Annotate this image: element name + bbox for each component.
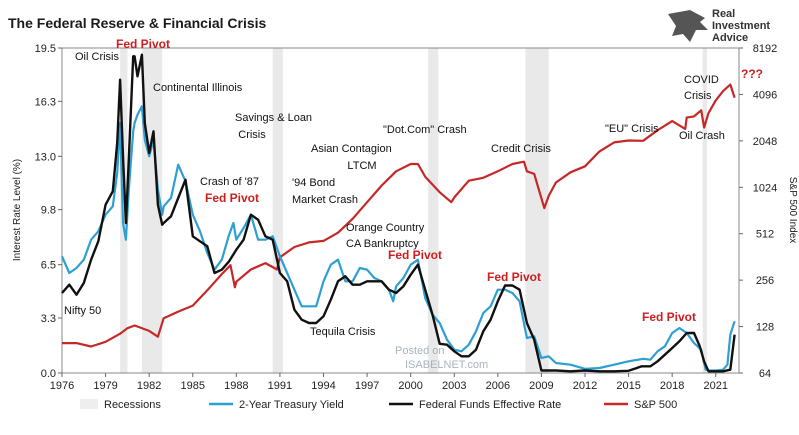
y-right-tick-label: 8192 [753,43,777,55]
recession-band [272,48,283,373]
watermark: Posted on ISABELNET.com [395,345,488,371]
x-tick-label: 2015 [616,380,640,392]
series-line-federal-funds-effective-rate [61,53,736,373]
y-right-tick-label: 512 [756,229,774,241]
annotation-fed-pivot: Fed Pivot [642,310,696,324]
annotation-label: LTCM [347,160,376,172]
annotation-fed-pivot: ??? [741,67,763,81]
watermark-line2: ISABELNET.com [405,359,488,371]
y-axis-right-label: S&P 500 Index [787,177,798,244]
y-right-tick-label: 256 [756,275,774,287]
x-tick-label: 1979 [93,380,117,392]
annotation-fed-pivot: Fed Pivot [205,191,259,205]
recession-layer [120,48,708,373]
recession-band [120,48,128,373]
y-right-tick-label: 64 [759,368,771,380]
logo-line2: Investment [712,20,770,32]
y-right-tick-label: 1024 [753,182,777,194]
y-axis-left-label: Interest Rate Level (%) [12,159,23,261]
annotation-label: "Dot.Com" Crash [383,124,467,136]
annotation-label: Tequila Crisis [310,326,376,338]
x-tick-label: 1985 [181,380,205,392]
annotation-label: Crisis [684,90,712,102]
y-left-tick-label: 9.8 [41,205,56,217]
x-axis: 1976 1979 1982 1985 1988 1991 1994 1997 2000 2003… [50,373,728,392]
legend-label: 2-Year Treasury Yield [239,399,344,411]
recession-band [525,48,549,373]
annotation-label: "EU" Crisis [605,123,659,135]
annotation-fed-pivot: Fed Pivot [487,270,541,284]
y-left-tick-label: 19.5 [35,43,56,55]
series-layer [60,53,736,373]
x-tick-label: 1988 [224,380,248,392]
x-tick-label: 2018 [660,380,684,392]
x-tick-label: 2006 [486,380,510,392]
right-axis: 64 128 256 512 1024 2048 4096 8192 [739,43,777,380]
annotation-label: Credit Crisis [491,143,551,155]
x-tick-label: 2012 [573,380,597,392]
x-tick-label: 1997 [355,380,379,392]
y-left-tick-label: 13.0 [35,151,56,163]
annotation-label: CA Bankruptcy [346,238,419,250]
y-right-tick-label: 2048 [753,136,777,148]
annotation-label: Market Crash [292,194,358,206]
logo-line1: Real [712,8,735,20]
y-right-tick-label: 128 [756,322,774,334]
annotation-label: Oil Crash [679,130,725,142]
left-axis: 0.0 3.3 6.5 9.8 13.0 16.3 19.5 [35,43,62,380]
series-line-2-year-treasury-yield [60,105,736,372]
x-tick-label: 1994 [311,380,335,392]
annotation-label: COVID [684,74,719,86]
eagle-logo-icon [668,10,708,42]
annotation-fed-pivot: Fed Pivot [116,37,170,51]
logo-line3: Advice [712,32,748,44]
recession-band [428,48,439,373]
logo: Real Investment Advice [668,8,770,44]
legend-swatch-recessions [80,399,98,409]
y-left-tick-label: 16.3 [35,96,56,108]
y-left-tick-label: 3.3 [41,313,56,325]
x-tick-label: 2009 [529,380,553,392]
x-tick-label: 1982 [137,380,161,392]
annotation-label: Nifty 50 [64,305,101,317]
annotation-label: Oil Crisis [75,51,119,63]
annotation-label: Crisis [238,129,266,141]
x-tick-label: 1976 [50,380,74,392]
plot-frame [61,47,740,374]
annotation-label: Asian Contagion [311,143,392,155]
annotation-label: Orange Country [346,222,425,234]
recession-band [702,48,708,373]
x-tick-label: 1991 [268,380,292,392]
annotation-label: Crash of '87 [200,176,259,188]
annotation-fed-pivot: Fed Pivot [388,248,442,262]
x-tick-label: 2000 [398,380,422,392]
y-left-tick-label: 6.5 [41,260,56,272]
watermark-line1: Posted on [395,345,445,357]
legend-label: S&P 500 [634,399,677,411]
x-tick-label: 2021 [704,380,728,392]
chart-title: The Federal Reserve & Financial Crisis [8,15,267,31]
y-left-tick-label: 0.0 [41,368,56,380]
annotation-label: Continental Illinois [153,82,243,94]
y-right-tick-label: 4096 [753,89,777,101]
recession-band [141,48,163,373]
legend-label: Recessions [104,399,161,411]
annotation-label: Savings & Loan [235,112,312,124]
annotation-label: '94 Bond [292,177,335,189]
legend-label: Federal Funds Effective Rate [419,399,561,411]
x-tick-label: 2003 [442,380,466,392]
series-line-s-p-500 [62,83,736,348]
legend: Recessions 2-Year Treasury Yield Federal F… [80,399,677,411]
